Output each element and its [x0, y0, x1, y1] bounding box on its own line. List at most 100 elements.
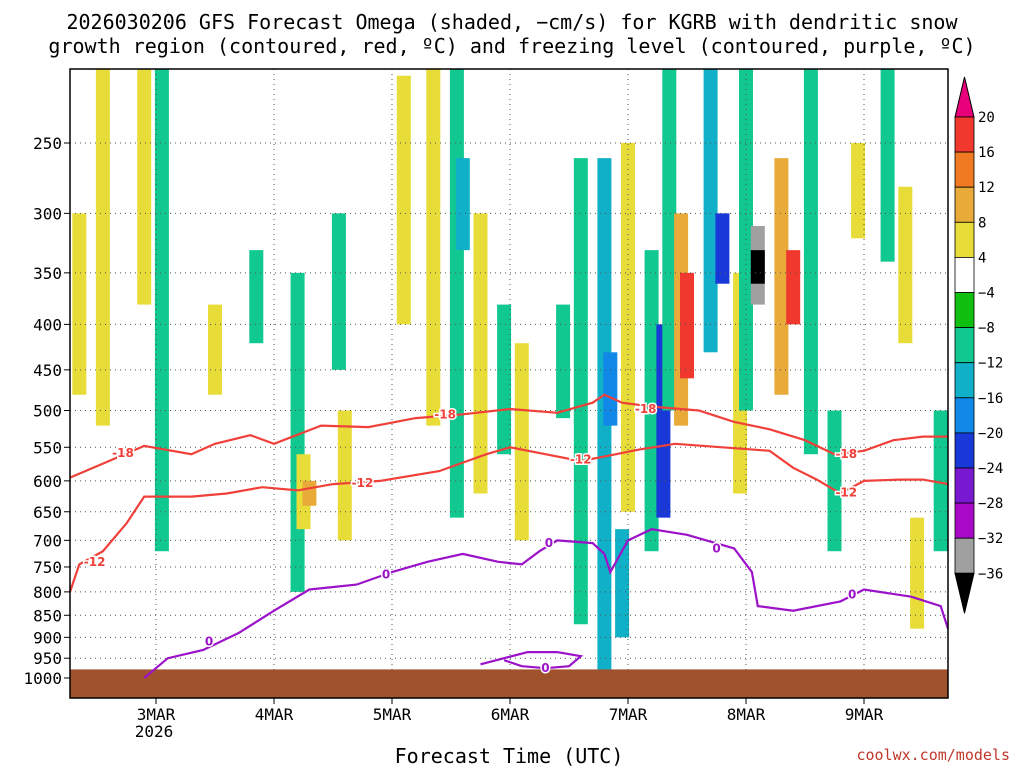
y-tick-label-300: 300: [33, 204, 62, 223]
colorbar-label-1: 16: [978, 145, 995, 161]
colorbar-swatch-7: [954, 327, 975, 364]
colorbar-label-2: 12: [978, 180, 995, 196]
y-tick-label-900: 900: [33, 628, 62, 647]
colorbar: 20 16 12 8 4 −4 −8 −12 −16 −20 −24 −28 −32 −36: [954, 76, 1003, 614]
omega-cell-17: [514, 343, 529, 541]
omega-cell-10: [337, 410, 352, 541]
freezing-level-upper-label-0: 0: [205, 635, 213, 649]
colorbar-label-3: 8: [978, 215, 986, 231]
y-tick-label-600: 600: [33, 472, 62, 491]
omega-cell-12: [426, 69, 441, 426]
dgz-minus-18-label-0: -18: [112, 446, 134, 460]
terrain-fill: [70, 669, 948, 698]
dgz-minus-12-label-1: -12: [352, 476, 374, 490]
x-axis-label: Forecast Time (UTC): [395, 744, 624, 768]
omega-cell-4: [208, 304, 222, 395]
colorbar-swatch-13: [954, 537, 975, 574]
dgz-minus-18-label-3: -18: [835, 447, 857, 461]
terrain-rect: [70, 669, 948, 698]
x-axis: 3MAR 4MAR 5MAR 6MAR 7MAR 8MAR 9MAR: [137, 698, 884, 724]
omega-cell-41: [898, 186, 913, 344]
omega-cell-15: [473, 213, 488, 494]
dgz-minus-12-label-2: -12: [570, 453, 592, 467]
y-tick-label-850: 850: [33, 606, 62, 625]
colorbar-swatch-5: [954, 256, 975, 293]
omega-cell-5: [249, 250, 264, 344]
omega-cell-0: [72, 213, 87, 395]
omega-cell-23: [621, 143, 635, 512]
colorbar-label-9: −20: [978, 426, 1003, 442]
y-tick-label-750: 750: [33, 558, 62, 577]
colorbar-label-13: −36: [978, 566, 1003, 582]
dgz-minus-18-label-2: -18: [635, 402, 657, 416]
colorbar-swatch-9: [954, 397, 975, 434]
y-tick-label-650: 650: [33, 503, 62, 522]
y-tick-label-400: 400: [33, 315, 62, 334]
colorbar-label-4: 4: [978, 250, 986, 266]
freezing-level-upper-line: [143, 528, 950, 679]
x-tick-label-7MAR: 7MAR: [609, 705, 648, 724]
omega-cell-22: [615, 529, 630, 638]
omega-cell-9: [331, 213, 346, 370]
freezing-level-upper-label-4: 0: [848, 587, 856, 601]
dgz-minus-18-label-1: -18: [434, 407, 456, 421]
credit-text: coolwx.com/models: [856, 746, 1010, 764]
colorbar-swatch-3: [954, 186, 975, 223]
y-tick-label-500: 500: [33, 402, 62, 421]
freezing-level-upper-label-1: 0: [382, 568, 390, 582]
omega-cell-26: [662, 69, 677, 411]
y-tick-label-250: 250: [33, 134, 62, 153]
x-tick-label-3MAR: 3MAR: [137, 705, 176, 724]
omega-shading: [72, 69, 948, 678]
omega-cell-14: [455, 158, 470, 251]
omega-cell-24: [644, 250, 659, 552]
y-tick-label-700: 700: [33, 531, 62, 550]
x-tick-label-4MAR: 4MAR: [255, 705, 294, 724]
colorbar-label-6: −8: [978, 321, 995, 337]
colorbar-label-8: −16: [978, 391, 1003, 407]
colorbar-swatch-14: [954, 572, 975, 614]
y-tick-label-450: 450: [33, 361, 62, 380]
colorbar-swatch-6: [954, 292, 975, 328]
colorbar-swatch-12: [954, 502, 975, 539]
x-tick-label-6MAR: 6MAR: [491, 705, 530, 724]
x-tick-label-5MAR: 5MAR: [373, 705, 412, 724]
x-year-label: 2026: [135, 722, 174, 741]
colorbar-swatch-0: [954, 76, 975, 118]
colorbar-label-10: −24: [978, 461, 1003, 477]
omega-cell-13: [449, 69, 464, 518]
omega-cell-42: [910, 517, 925, 629]
y-axis: 250 300 350 400 450 500 550 600 650 700 750 800 850 9…: [23, 134, 70, 688]
contour-lines: -18 -18 -18 -18 -12 -12 -12 -12 0 0 0 0 0 0: [68, 393, 950, 679]
freezing-level-lower-line: [480, 651, 584, 670]
colorbar-swatch-4: [954, 221, 975, 258]
plot-frame: [69, 68, 949, 699]
omega-cell-2: [137, 69, 152, 305]
chart-title: 2026030206 GFS Forecast Omega (shaded, −…: [48, 10, 975, 58]
omega-cell-36: [786, 250, 801, 325]
colorbar-label-5: −4: [978, 286, 995, 302]
x-tick-label-9MAR: 9MAR: [845, 705, 884, 724]
title-line-1: 2026030206 GFS Forecast Omega (shaded, −…: [66, 10, 958, 34]
freezing-level-lower-label-0: 0: [541, 661, 549, 675]
omega-cell-3: [154, 69, 169, 552]
colorbar-swatch-1: [954, 116, 975, 153]
y-tick-label-950: 950: [33, 649, 62, 668]
colorbar-label-7: −12: [978, 356, 1003, 372]
omega-cell-18: [556, 304, 571, 419]
colorbar-swatch-2: [954, 151, 975, 188]
y-tick-label-350: 350: [33, 264, 62, 283]
omega-cell-8: [302, 480, 317, 506]
colorbar-label-0: 20: [978, 110, 995, 126]
omega-cell-34: [750, 250, 765, 284]
y-tick-label-800: 800: [33, 583, 62, 602]
x-tick-label-8MAR: 8MAR: [727, 705, 766, 724]
dgz-minus-12-label-3: -12: [835, 485, 857, 499]
omega-cell-28: [680, 272, 694, 379]
omega-cell-1: [95, 69, 110, 426]
omega-cell-21: [603, 352, 618, 426]
colorbar-swatch-10: [954, 432, 975, 469]
colorbar-label-11: −28: [978, 496, 1003, 512]
y-tick-label-1000: 1000: [23, 669, 62, 688]
